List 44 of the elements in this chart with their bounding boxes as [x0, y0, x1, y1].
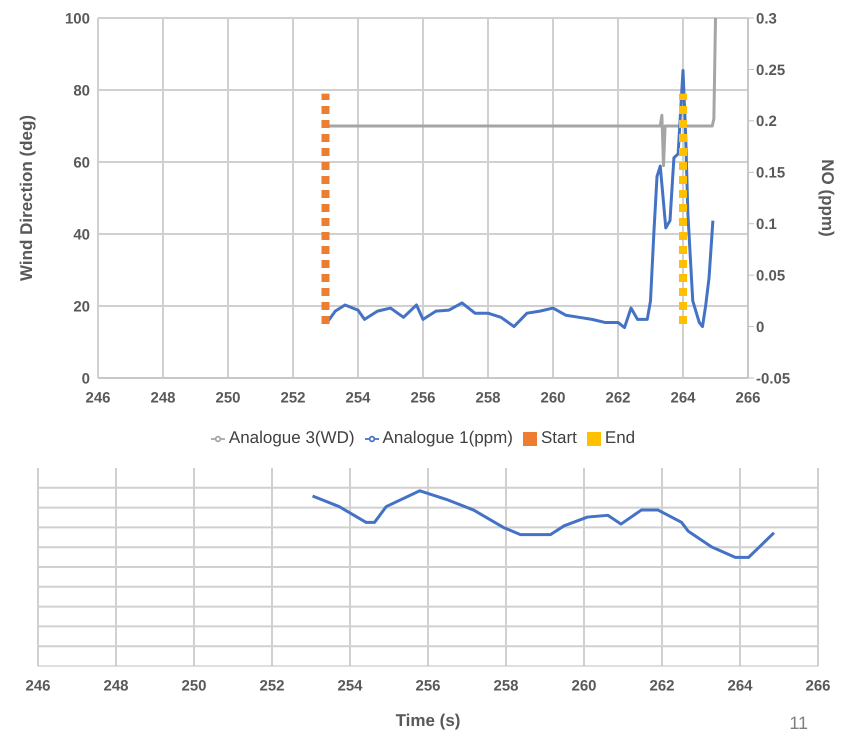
x-tick-label: 246 — [25, 678, 51, 695]
x-tick-label: 266 — [805, 678, 831, 695]
y2-tick-label: 0.25 — [756, 62, 786, 79]
x-tick-label: 266 — [735, 390, 761, 407]
y-tick-label: 0 — [82, 370, 90, 388]
y2-tick-label: 0.3 — [756, 10, 777, 28]
x-tick-label: 264 — [670, 390, 696, 407]
x-tick-label: 252 — [280, 390, 306, 407]
legend-label: End — [604, 428, 636, 447]
y2-tick-label: -0.05 — [756, 370, 790, 388]
x-tick-label: 254 — [337, 678, 364, 695]
y2-tick-label: 0.15 — [756, 164, 786, 182]
x-tick-label: 256 — [415, 678, 441, 695]
x-tick-label: 252 — [259, 678, 285, 695]
x-tick-label: 250 — [215, 390, 241, 407]
x-tick-label: 254 — [345, 390, 372, 407]
x-tick-label: 250 — [181, 678, 207, 695]
legend-label: Analogue 3(WD) — [228, 428, 355, 447]
y2-tick-label: 0.1 — [756, 216, 777, 234]
legend-label: Start — [540, 428, 577, 447]
legend-label: Analogue 1(ppm) — [382, 428, 513, 447]
y-tick-label: 60 — [73, 154, 90, 172]
x-tick-label: 248 — [103, 678, 129, 695]
x-axis-title: Time (s) — [396, 711, 460, 730]
y-tick-label: 20 — [73, 298, 90, 316]
y2-tick-label: 0 — [756, 318, 764, 336]
y2-tick-label: 0.2 — [756, 113, 777, 130]
x-tick-label: 246 — [85, 390, 111, 407]
y-tick-label: 80 — [73, 82, 90, 100]
x-tick-label: 260 — [540, 390, 566, 407]
x-tick-label: 260 — [571, 678, 597, 695]
y-tick-label: 100 — [64, 10, 90, 28]
x-tick-label: 264 — [727, 678, 754, 695]
x-tick-label: 248 — [150, 390, 176, 407]
x-tick-label: 262 — [605, 390, 631, 407]
text: 11 — [789, 713, 808, 734]
x-tick-label: 258 — [475, 390, 501, 407]
x-tick-label: 256 — [410, 390, 436, 407]
y-axis-title: Wind Direction (deg) — [17, 114, 36, 282]
y-tick-label: 40 — [73, 226, 90, 244]
y2-tick-label: 0.05 — [756, 267, 786, 284]
y2-axis-title: NO (ppm) — [818, 159, 837, 237]
x-tick-label: 262 — [649, 678, 675, 695]
x-tick-label: 258 — [493, 678, 519, 695]
